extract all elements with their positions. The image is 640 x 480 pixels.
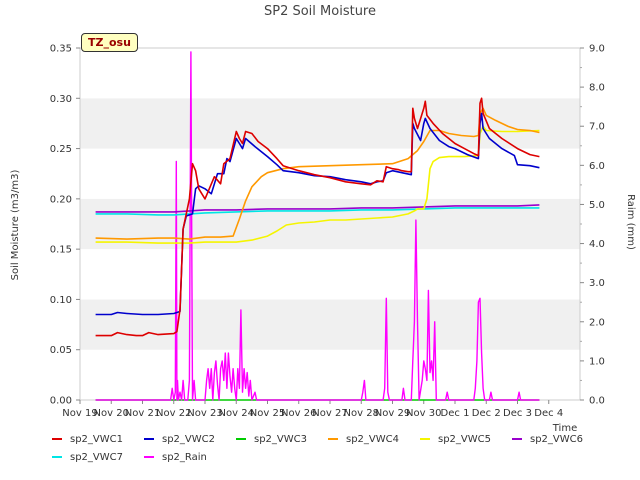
x-tick-label: Nov 19 <box>62 408 97 419</box>
site-label-badge: TZ_osu <box>81 33 138 52</box>
x-tick-label: Nov 25 <box>250 408 285 419</box>
legend-label: sp2_VWC5 <box>438 434 491 445</box>
y2-tick-label: 4.0 <box>589 239 605 250</box>
legend-label: sp2_Rain <box>162 452 207 463</box>
legend-row: sp2_VWC7 sp2_Rain <box>52 452 632 470</box>
x-tick-label: Dec 4 <box>534 408 563 419</box>
y-tick-label: 0.10 <box>50 295 72 306</box>
x-axis-title: Time <box>552 423 577 434</box>
x-tick-label: Dec 1 <box>441 408 470 419</box>
y2-tick-label: 7.0 <box>589 122 605 133</box>
y-axis-ticks: 0.00 0.05 0.10 0.15 0.20 0.25 0.30 0.35 <box>50 44 80 407</box>
legend-label: sp2_VWC6 <box>530 434 583 445</box>
y2-tick-label: 6.0 <box>589 161 605 172</box>
y-tick-label: 0.15 <box>50 245 72 256</box>
background-bands <box>80 48 580 400</box>
y-tick-label: 0.30 <box>50 94 72 105</box>
legend-item: sp2_VWC2 <box>144 434 215 445</box>
y-tick-label: 0.25 <box>50 144 72 155</box>
series-line-sp2-vwc1 <box>95 97 540 337</box>
x-tick-label: Dec 2 <box>472 408 501 419</box>
y2-tick-label: 0.0 <box>589 396 605 407</box>
y2-tick-label: 5.0 <box>589 200 605 211</box>
x-tick-label: Nov 22 <box>156 408 191 419</box>
series-line-sp2-vwc7 <box>95 207 540 216</box>
y-tick-label: 0.05 <box>50 345 72 356</box>
background-band <box>80 148 580 199</box>
legend-item: sp2_VWC4 <box>328 434 399 445</box>
chart-title: SP2 Soil Moisture <box>264 4 376 19</box>
legend-item: sp2_VWC7 <box>52 452 123 463</box>
background-band <box>80 249 580 300</box>
legend: sp2_VWC1 sp2_VWC2 sp2_VWC3 sp2_VWC4 sp2_VWC5… <box>52 434 632 470</box>
legend-item: sp2_VWC5 <box>420 434 491 445</box>
x-tick-label: Nov 29 <box>375 408 410 419</box>
legend-row: sp2_VWC1 sp2_VWC2 sp2_VWC3 sp2_VWC4 sp2_VWC5… <box>52 434 632 452</box>
legend-swatch <box>144 456 154 458</box>
legend-label: sp2_VWC4 <box>346 434 399 445</box>
legend-swatch <box>144 438 154 440</box>
series-layer <box>95 51 540 401</box>
y2-tick-label: 8.0 <box>589 83 605 94</box>
y2-tick-label: 9.0 <box>589 44 605 55</box>
x-tick-label: Nov 20 <box>94 408 129 419</box>
legend-item: sp2_Rain <box>144 452 207 463</box>
background-band <box>80 349 580 400</box>
legend-label: sp2_VWC3 <box>254 434 307 445</box>
y-tick-label: 0.00 <box>50 396 72 407</box>
x-tick-label: Nov 26 <box>281 408 316 419</box>
background-band <box>80 98 580 149</box>
y2-axis-title: Raim (mm) <box>625 194 636 250</box>
x-tick-label: Nov 23 <box>187 408 222 419</box>
y2-tick-label: 1.0 <box>589 356 605 367</box>
legend-swatch <box>420 438 430 440</box>
y2-axis-ticks: 0.0 1.0 2.0 3.0 4.0 5.0 6.0 7.0 8.0 9.0 <box>580 44 605 407</box>
legend-swatch <box>52 438 62 440</box>
series-line-sp2-vwc6 <box>95 204 540 213</box>
legend-item: sp2_VWC3 <box>236 434 307 445</box>
x-tick-label: Nov 27 <box>312 408 347 419</box>
background-band <box>80 299 580 350</box>
y-tick-label: 0.35 <box>50 44 72 55</box>
legend-item: sp2_VWC1 <box>52 434 123 445</box>
legend-label: sp2_VWC2 <box>162 434 215 445</box>
legend-swatch <box>236 438 246 440</box>
legend-label: sp2_VWC7 <box>70 452 123 463</box>
legend-swatch <box>328 438 338 440</box>
x-tick-label: Nov 24 <box>219 408 254 419</box>
series-line-sp2-vwc4 <box>95 107 540 240</box>
y-tick-label: 0.20 <box>50 194 72 205</box>
legend-item: sp2_VWC6 <box>512 434 583 445</box>
legend-swatch <box>52 456 62 458</box>
legend-swatch <box>512 438 522 440</box>
x-tick-label: Nov 21 <box>125 408 160 419</box>
x-tick-label: Dec 3 <box>503 408 532 419</box>
y2-tick-label: 2.0 <box>589 317 605 328</box>
x-tick-label: Nov 30 <box>406 408 441 419</box>
legend-label: sp2_VWC1 <box>70 434 123 445</box>
background-band <box>80 48 580 99</box>
y-axis-title: Soil Moisture (m3/m3) <box>10 170 21 281</box>
y2-tick-label: 3.0 <box>589 278 605 289</box>
series-line-sp2-rain <box>95 51 540 401</box>
x-tick-label: Nov 28 <box>344 408 379 419</box>
